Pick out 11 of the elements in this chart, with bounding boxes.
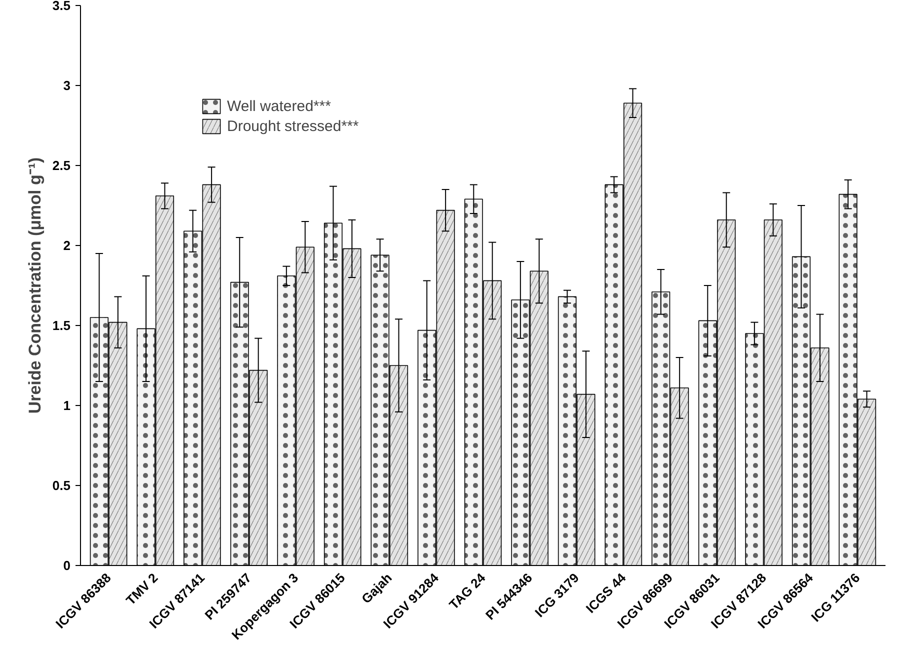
y-tick-label: 3 (63, 78, 71, 93)
y-axis-title: Ureide Concentration (μmol g⁻¹) (25, 157, 44, 414)
y-tick-label: 1 (63, 398, 71, 413)
legend-label: Drought stressed*** (227, 118, 359, 134)
legend-label: Well watered*** (227, 98, 331, 114)
y-tick-label: 2 (63, 238, 71, 253)
y-tick-label: 0 (63, 558, 71, 573)
y-tick-label: 2.5 (52, 158, 71, 173)
y-tick-label: 1.5 (52, 318, 71, 333)
y-tick-label: 3.5 (52, 0, 71, 13)
y-tick-label: 0.5 (52, 478, 71, 493)
